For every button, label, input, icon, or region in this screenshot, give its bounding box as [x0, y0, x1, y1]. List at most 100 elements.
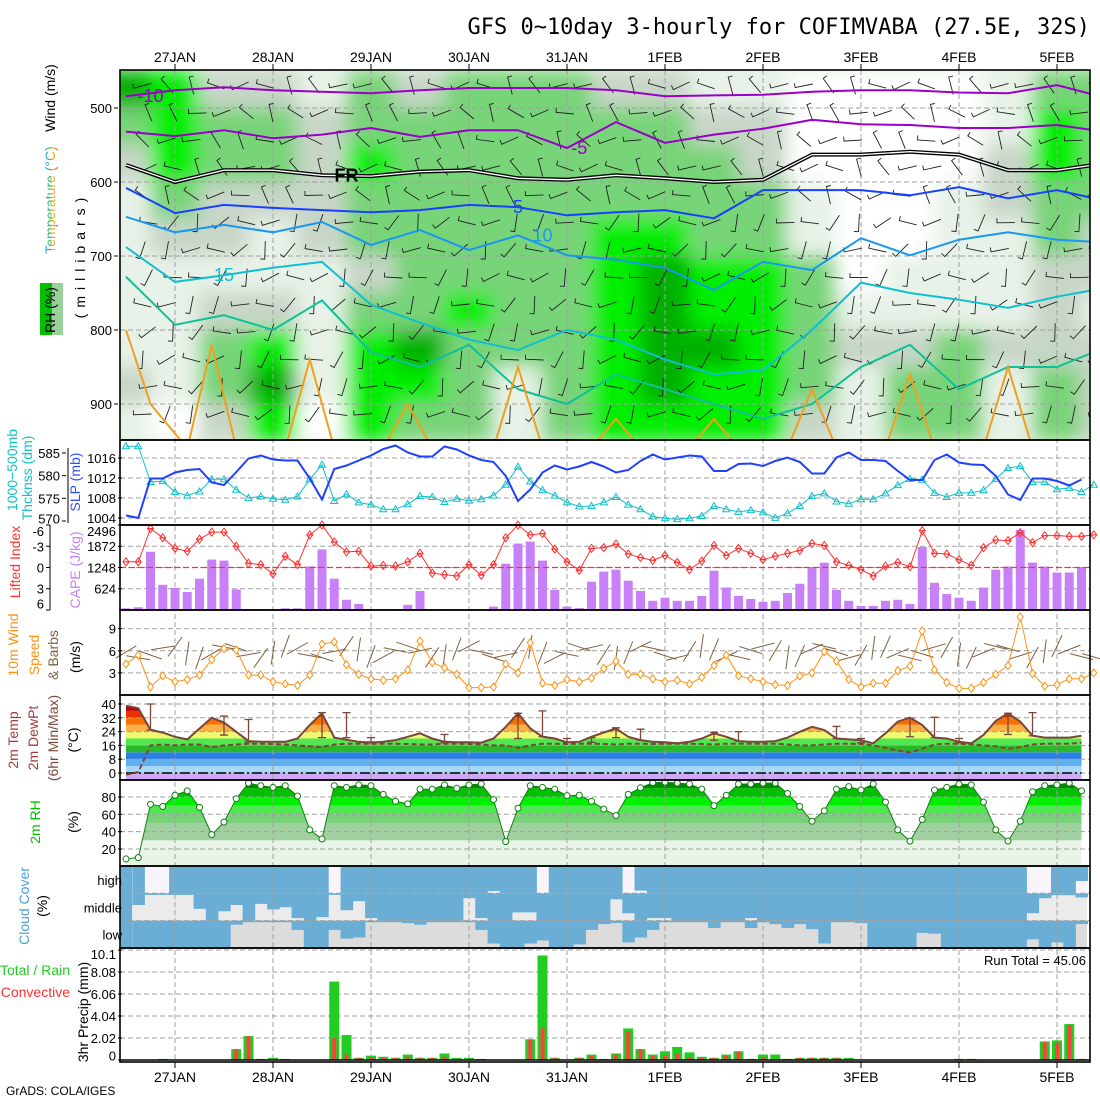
wind-barb — [817, 136, 838, 145]
cloud-middle-block — [267, 893, 280, 910]
lifted-index-marker — [894, 557, 902, 568]
wind-barb — [702, 184, 710, 204]
min-max-bar — [906, 717, 914, 738]
wind-barb — [1049, 102, 1060, 122]
wind-speed-marker — [355, 669, 363, 680]
date-label-bottom: 27JAN — [154, 1069, 196, 1085]
wind-barb — [384, 272, 403, 279]
rh-tick-label: 80 — [102, 790, 116, 805]
cloud-low-block — [193, 920, 207, 948]
rh-marker — [784, 789, 791, 797]
wind-barb — [701, 273, 721, 282]
cloud-high-block — [389, 866, 403, 894]
thickness-marker — [256, 492, 266, 500]
wind-barb — [1020, 325, 1038, 340]
wind-barb — [853, 213, 860, 233]
wind-barb — [677, 130, 686, 150]
wind-barb — [677, 380, 695, 394]
cloud-middle-block — [499, 893, 513, 921]
cloud-low-block — [230, 920, 243, 925]
cloud-low-block — [708, 920, 721, 928]
rh-marker — [134, 854, 142, 862]
wind-barb — [144, 102, 153, 122]
cape-bar — [832, 589, 841, 610]
cloud-high-block — [671, 866, 684, 894]
cloud-low-block — [720, 920, 733, 923]
thickness-marker — [1003, 463, 1013, 471]
wind-barb — [304, 244, 323, 253]
cloud-high-block — [548, 866, 562, 894]
cloud-high-block — [1002, 866, 1015, 894]
wind-barb — [530, 329, 550, 336]
lifted-index-marker — [587, 543, 596, 554]
wind-barb — [658, 377, 664, 397]
lifted-index-marker — [232, 541, 240, 552]
rh-marker — [183, 787, 191, 795]
wind-barb — [1095, 326, 1100, 334]
lifted-index-marker — [943, 549, 951, 559]
wind-barb — [696, 78, 715, 90]
wind-barb — [481, 219, 501, 227]
cape-bar — [305, 566, 315, 610]
surface-wind-barb — [898, 654, 922, 662]
precip-convective-bar — [577, 1057, 582, 1060]
run-total: Run Total = 45.06 — [984, 953, 1086, 968]
cape-bar — [1052, 572, 1062, 610]
wind-barb — [873, 217, 892, 229]
wind-barb — [622, 247, 642, 253]
thickness-marker — [366, 500, 376, 508]
thickness-marker — [856, 494, 866, 503]
wind-barb — [529, 295, 536, 315]
wind-barb — [408, 324, 424, 340]
cloud-middle-block — [1014, 893, 1027, 921]
thickness-marker — [709, 501, 719, 510]
wind-barb — [451, 407, 470, 417]
wind-barb — [822, 75, 835, 94]
thickness-marker — [121, 441, 131, 450]
wind-barb — [168, 102, 178, 122]
wind-barb — [750, 295, 756, 315]
rh-marker — [232, 795, 240, 803]
surface-wind-barb — [280, 634, 290, 658]
wind-barb — [459, 103, 475, 120]
wind-barb — [1067, 295, 1076, 315]
wind-barb — [701, 241, 707, 260]
surface-wind-barb — [555, 650, 579, 657]
cloud-middle-block — [879, 893, 893, 921]
wind-speed-marker — [881, 678, 890, 689]
cloud-low-block — [904, 920, 917, 948]
wind-barb — [825, 272, 844, 279]
rh-cell — [591, 255, 641, 294]
wind-barb — [1014, 83, 1034, 89]
cape-bar — [758, 601, 768, 610]
cloud-middle-block — [793, 893, 807, 921]
cloud-low-block — [928, 920, 942, 934]
wind-barb — [753, 214, 765, 232]
lifted-index-marker — [1004, 535, 1012, 546]
wind-barb — [578, 163, 598, 173]
rh-marker — [343, 783, 350, 791]
wind-barb — [626, 405, 635, 424]
wind-barb — [475, 134, 495, 143]
cloud-high-block — [867, 866, 880, 894]
wind-barb — [579, 326, 597, 339]
cape-bar — [354, 603, 364, 610]
thickness-marker — [636, 504, 645, 513]
wind-barb — [576, 241, 587, 260]
wind-barb — [900, 103, 915, 120]
cloud-middle-block — [205, 893, 219, 921]
wind-barb — [604, 381, 623, 389]
wind-barb — [241, 268, 248, 287]
temp-tick-label: 8 — [109, 752, 116, 767]
rh-cell — [297, 329, 347, 368]
wind-barb — [434, 269, 447, 287]
temp-band — [126, 724, 1082, 732]
temp-label-4: (°C) — [65, 727, 81, 752]
rh-marker — [894, 826, 902, 834]
lifted-index-marker — [244, 558, 253, 569]
thickness-marker — [1052, 484, 1062, 493]
cloud-middle-block — [610, 893, 623, 900]
wind-barb — [649, 296, 661, 314]
wind-barb — [499, 136, 519, 145]
wind-barb — [822, 241, 831, 260]
